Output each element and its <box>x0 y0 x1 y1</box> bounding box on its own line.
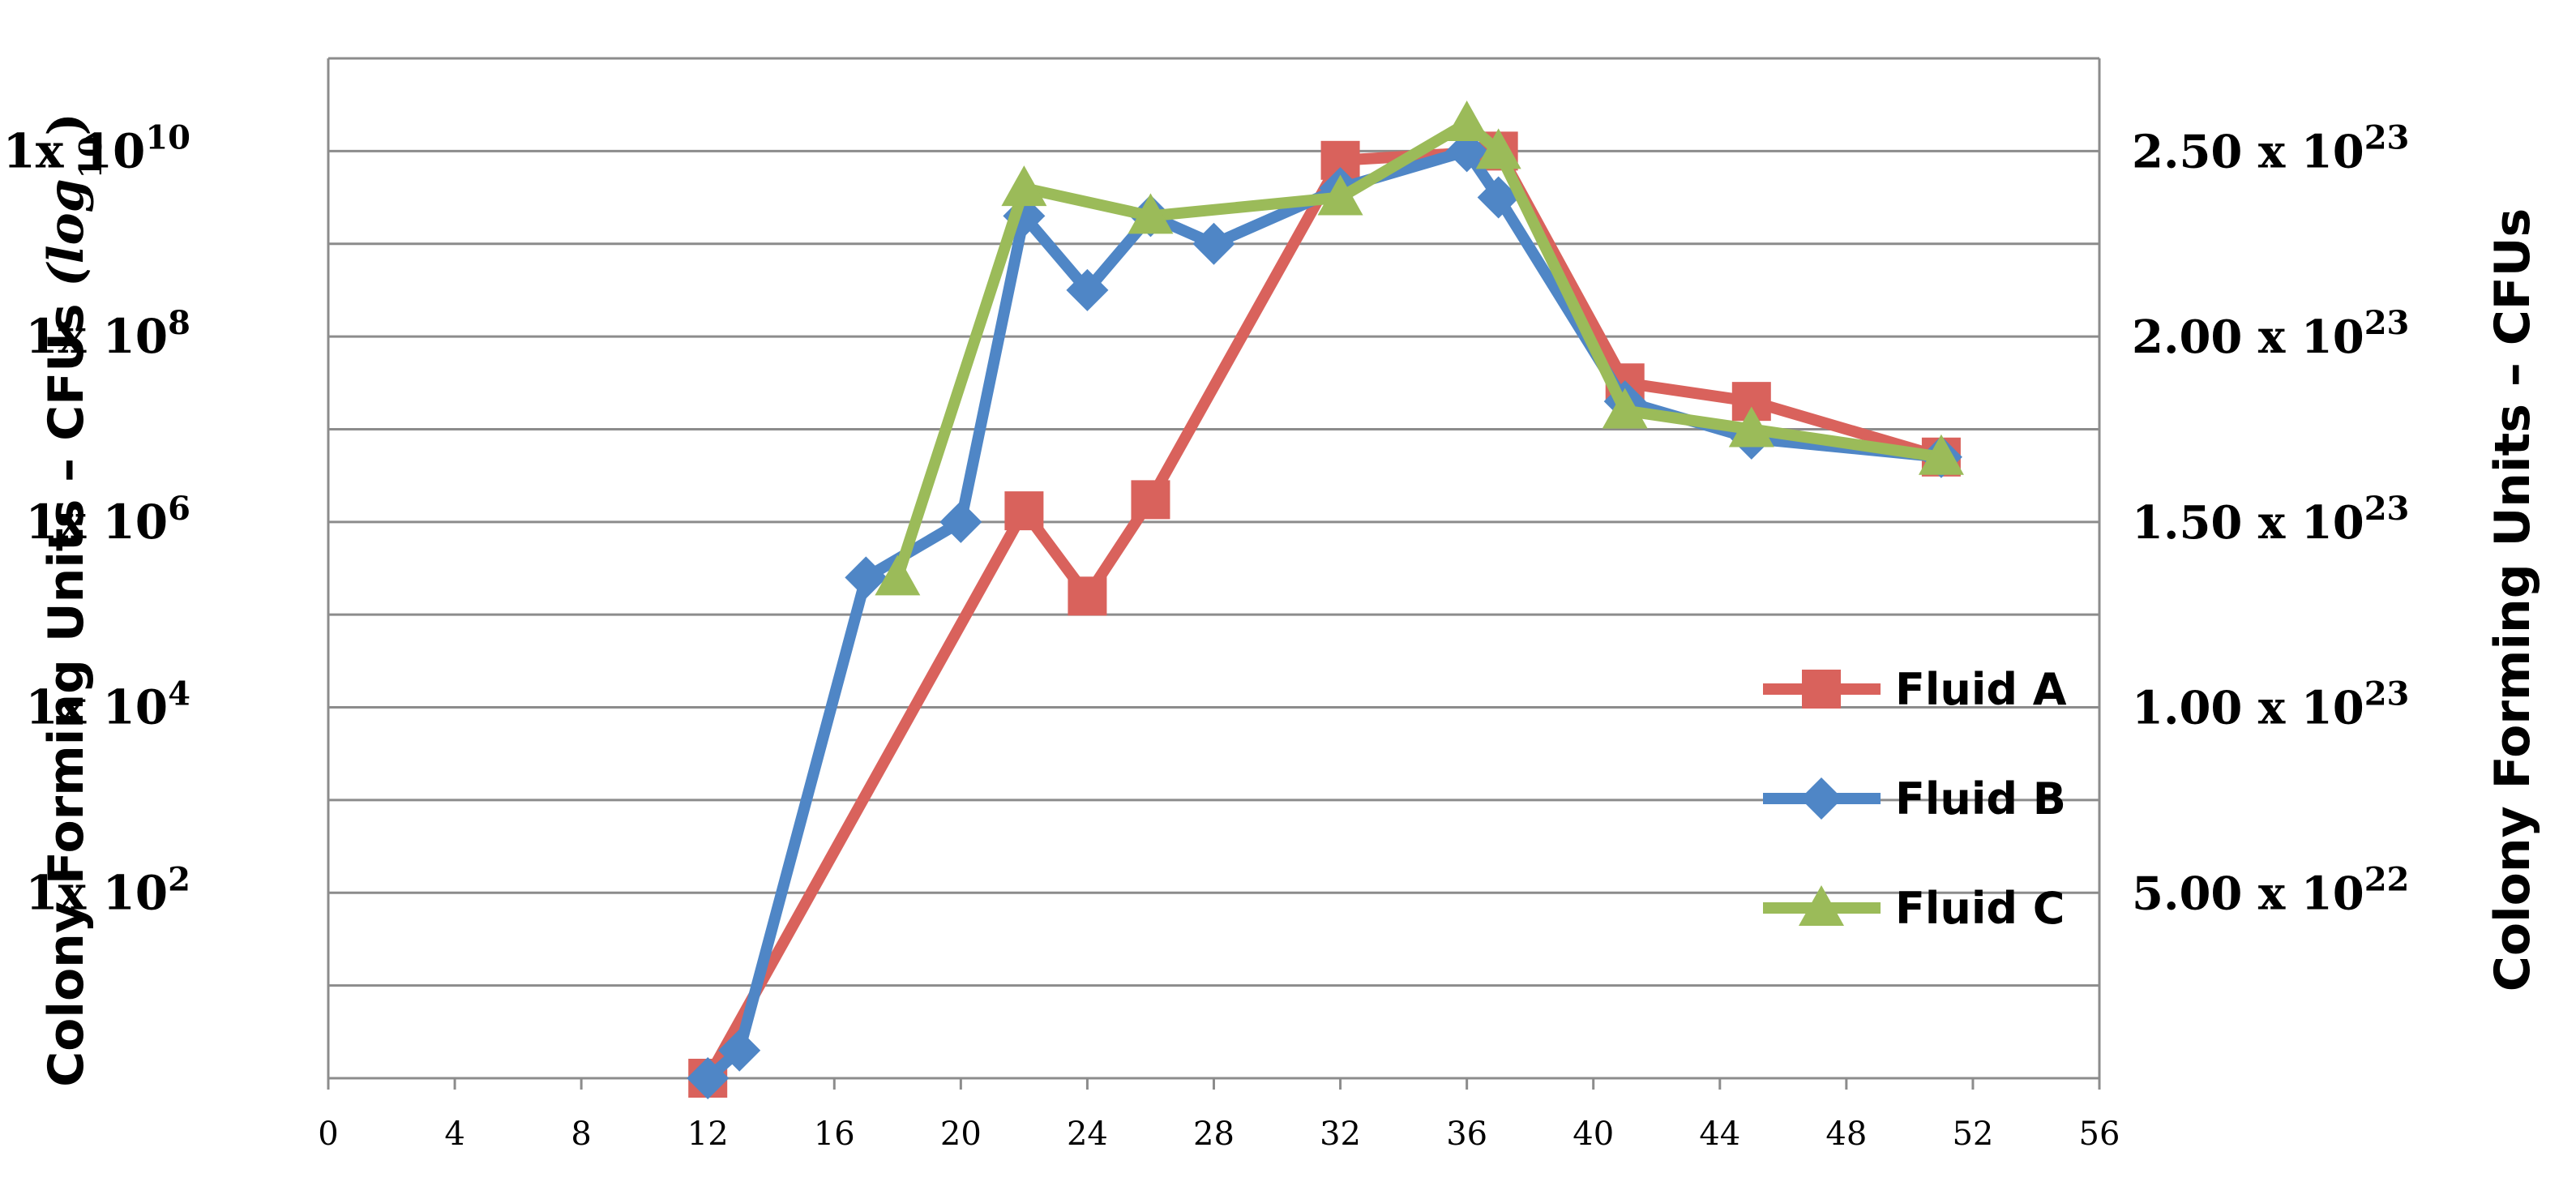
y2-axis-title: Colony Forming Units – CFUs <box>2484 208 2541 991</box>
grid-layer <box>328 57 2099 987</box>
y-tick-label: 1x 1010 <box>2 118 190 179</box>
y2-tick-label: 2.50 x 1023 <box>2132 118 2409 179</box>
y-tick-label: 1x 106 <box>25 489 190 550</box>
legend-marker-fluid-b <box>1800 777 1842 820</box>
fluid-c-point <box>1602 388 1648 429</box>
x-tick-label: 28 <box>1193 1115 1235 1153</box>
x-tick-label: 12 <box>687 1115 729 1153</box>
legend-marker-fluid-a <box>1802 670 1841 709</box>
y-tick-label: 1x 104 <box>25 674 190 735</box>
fluid-c-point <box>1001 165 1047 207</box>
legend-label-fluid-b: Fluid B <box>1895 773 2066 824</box>
fluid-a-point <box>1131 480 1170 520</box>
fluid-c-point <box>1128 193 1174 234</box>
fluid-b-point <box>718 1029 761 1072</box>
x-tick-label: 52 <box>1952 1115 1993 1153</box>
fluid-b-point <box>687 1057 730 1099</box>
fluid-c-point <box>1918 434 1964 475</box>
x-tick-label: 0 <box>318 1115 338 1153</box>
series-layer <box>687 101 1964 1099</box>
fluid-c-point <box>875 555 921 596</box>
y-axis-title: Colony Forming Units – CFUs (log10) <box>38 113 109 1087</box>
x-tick-label: 4 <box>444 1115 464 1153</box>
x-tick-label: 24 <box>1067 1115 1108 1153</box>
y2-tick-label: 2.00 x 1023 <box>2132 304 2409 365</box>
x-tick-label: 32 <box>1320 1115 1361 1153</box>
fluid-c-point <box>1475 128 1521 169</box>
legend: Fluid A Fluid B Fluid C <box>1763 664 2067 934</box>
fluid-b-point <box>1477 176 1520 219</box>
legend-label-fluid-c: Fluid C <box>1895 883 2065 934</box>
fluid-a-point <box>1068 576 1107 616</box>
legend-marker-fluid-c <box>1799 885 1844 926</box>
y2-tick-label: 1.00 x 1023 <box>2132 674 2409 735</box>
fluid-c-point <box>1728 406 1774 447</box>
fluid-b-point <box>1066 268 1109 311</box>
x-tick-label: 48 <box>1825 1115 1867 1153</box>
fluid-b-point <box>1192 222 1235 265</box>
x-tick-label: 36 <box>1446 1115 1487 1153</box>
y-tick-label: 1x 102 <box>25 860 190 921</box>
fluid-b-point <box>845 556 888 599</box>
y-tick-label: 1x 108 <box>25 304 190 365</box>
y2-tick-label: 1.50 x 1023 <box>2132 489 2409 550</box>
legend-label-fluid-a: Fluid A <box>1895 664 2067 715</box>
fluid-b-point <box>939 500 982 543</box>
fluid-c-point <box>1317 174 1363 216</box>
x-tick-label: 20 <box>940 1115 982 1153</box>
y2-tick-label: 5.00 x 1022 <box>2132 860 2409 921</box>
axis-titles: Colony Forming Units – CFUs (log10) Colon… <box>38 113 2541 1087</box>
x-tick-label: 8 <box>571 1115 591 1153</box>
x-tick-label: 40 <box>1573 1115 1614 1153</box>
fluid-c-line <box>892 118 1947 584</box>
x-tick-label: 16 <box>814 1115 855 1153</box>
fluid-a-point <box>1004 491 1044 531</box>
x-tick-label: 56 <box>2079 1115 2120 1153</box>
x-tick-label: 44 <box>1699 1115 1740 1153</box>
fluid-c-point <box>1444 101 1490 142</box>
